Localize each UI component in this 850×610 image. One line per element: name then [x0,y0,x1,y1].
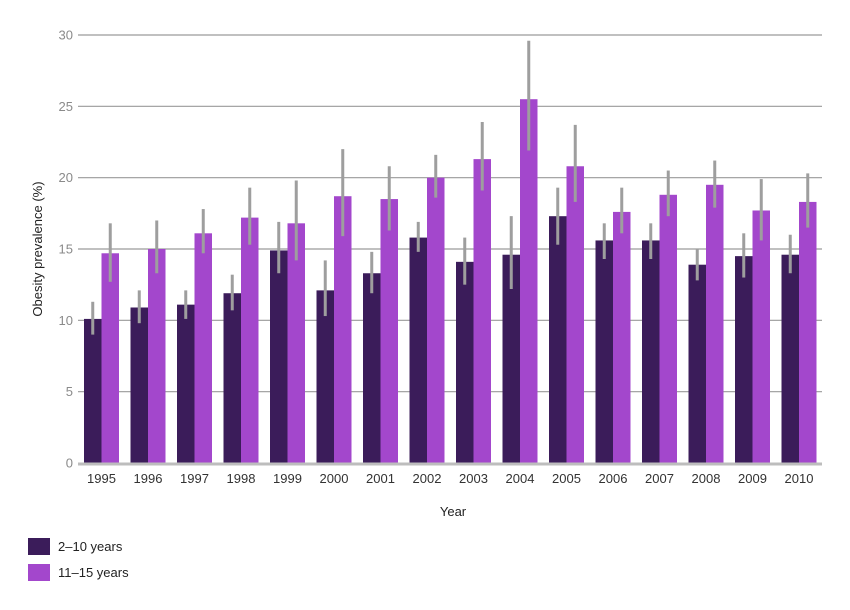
bar-1996-2-10 [130,307,148,463]
legend-label-11-15: 11–15 years [58,564,129,580]
legend-item-2-10: 2–10 years [28,537,129,555]
bar-2000-11-15 [334,196,352,464]
bar-1998-11-15 [241,217,259,463]
legend-swatch-2-10 [28,537,50,555]
bar-2000-2-10 [316,290,334,463]
x-tick-label: 2010 [785,471,814,486]
y-tick-label: 5 [66,384,73,399]
x-tick-label: 1997 [180,471,209,486]
bar-2002-2-10 [409,237,427,463]
legend-label-2-10: 2–10 years [58,538,123,554]
legend-item-11-15: 11–15 years [28,563,129,581]
bar-2004-2-10 [502,254,520,463]
x-tick-label: 2001 [366,471,395,486]
bar-2008-11-15 [706,184,724,464]
y-tick-label: 10 [59,313,73,328]
x-tick-label: 2004 [506,471,535,486]
bar-1997-11-15 [194,233,212,463]
error-bars [91,40,810,335]
x-tick-label: 1995 [87,471,116,486]
bar-1998-2-10 [223,293,241,463]
x-tick-label: 2005 [552,471,581,486]
legend: 2–10 years 11–15 years [28,537,129,589]
bar-2009-11-15 [752,210,770,463]
x-axis-ticks: 1995 1996 1997 1998 1999 2000 2001 2002 2003 2004… [87,471,813,486]
x-tick-label: 2006 [599,471,628,486]
bar-1996-11-15 [148,249,166,463]
y-tick-label: 20 [59,170,73,185]
x-tick-label: 2007 [645,471,674,486]
x-axis-title: Year [440,504,467,519]
bar-2002-11-15 [427,177,445,463]
bar-2005-2-10 [549,216,567,463]
x-tick-label: 1999 [273,471,302,486]
bar-2003-11-15 [473,159,491,463]
x-tick-label: 2009 [738,471,767,486]
bar-1995-2-10 [84,318,102,463]
y-axis-title: Obesity prevalence (%) [30,181,45,316]
bar-2007-11-15 [659,194,677,463]
bar-1999-2-10 [270,250,288,463]
bar-2001-2-10 [363,273,381,463]
y-axis-ticks: 0 5 10 15 20 25 30 [59,28,73,471]
bar-2004-11-15 [520,99,538,463]
bar-1999-11-15 [287,223,305,463]
bar-2006-11-15 [613,211,631,463]
x-tick-label: 2002 [413,471,442,486]
bar-2009-2-10 [735,256,753,463]
x-tick-label: 2008 [692,471,721,486]
bar-2006-2-10 [595,240,613,463]
y-tick-label: 25 [59,99,73,114]
y-tick-label: 15 [59,242,73,257]
bar-2010-11-15 [799,201,817,464]
bar-2008-2-10 [688,264,706,463]
bar-2001-11-15 [380,199,398,464]
bar-2010-2-10 [781,254,799,463]
bar-1995-11-15 [101,253,119,463]
y-tick-label: 30 [59,28,73,43]
bar-1997-2-10 [177,304,195,463]
bar-2007-2-10 [642,240,660,463]
x-tick-label: 1996 [134,471,163,486]
bars [84,99,817,464]
legend-swatch-11-15 [28,563,50,581]
y-tick-label: 0 [66,456,73,471]
x-tick-label: 1998 [227,471,256,486]
bar-2003-2-10 [456,261,474,463]
x-tick-label: 2003 [459,471,488,486]
x-tick-label: 2000 [320,471,349,486]
bar-2005-11-15 [566,166,584,463]
